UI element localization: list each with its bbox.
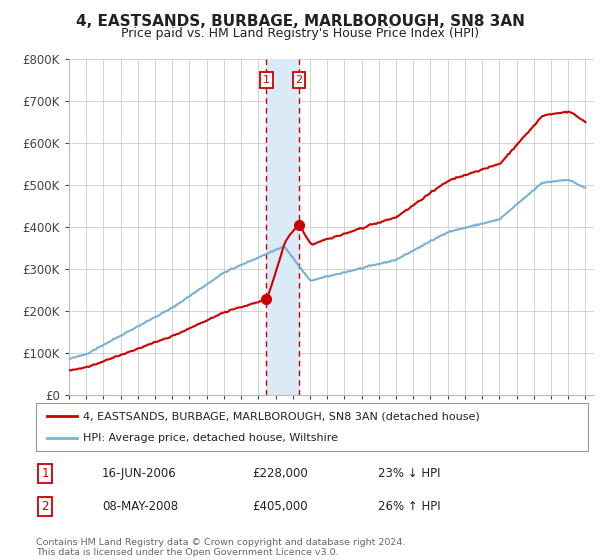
Bar (266, 59, 299, 395)
Text: 08-MAY-2008: 08-MAY-2008 (102, 500, 178, 514)
Text: 2: 2 (295, 75, 302, 85)
Text: £228,000: £228,000 (252, 466, 308, 480)
Text: 26% ↑ HPI: 26% ↑ HPI (378, 500, 440, 514)
Text: Contains HM Land Registry data © Crown copyright and database right 2024.
This d: Contains HM Land Registry data © Crown c… (36, 538, 406, 557)
Text: 2: 2 (41, 500, 49, 514)
Text: 23% ↓ HPI: 23% ↓ HPI (378, 466, 440, 480)
Text: £405,000: £405,000 (252, 500, 308, 514)
Text: 1: 1 (41, 466, 49, 480)
Text: 4, EASTSANDS, BURBAGE, MARLBOROUGH, SN8 3AN (detached house): 4, EASTSANDS, BURBAGE, MARLBOROUGH, SN8 … (83, 411, 479, 421)
Text: 1: 1 (263, 75, 270, 85)
Text: Price paid vs. HM Land Registry's House Price Index (HPI): Price paid vs. HM Land Registry's House … (121, 27, 479, 40)
Text: 16-JUN-2006: 16-JUN-2006 (102, 466, 177, 480)
Text: HPI: Average price, detached house, Wiltshire: HPI: Average price, detached house, Wilt… (83, 433, 338, 443)
Text: 4, EASTSANDS, BURBAGE, MARLBOROUGH, SN8 3AN: 4, EASTSANDS, BURBAGE, MARLBOROUGH, SN8 … (76, 14, 524, 29)
